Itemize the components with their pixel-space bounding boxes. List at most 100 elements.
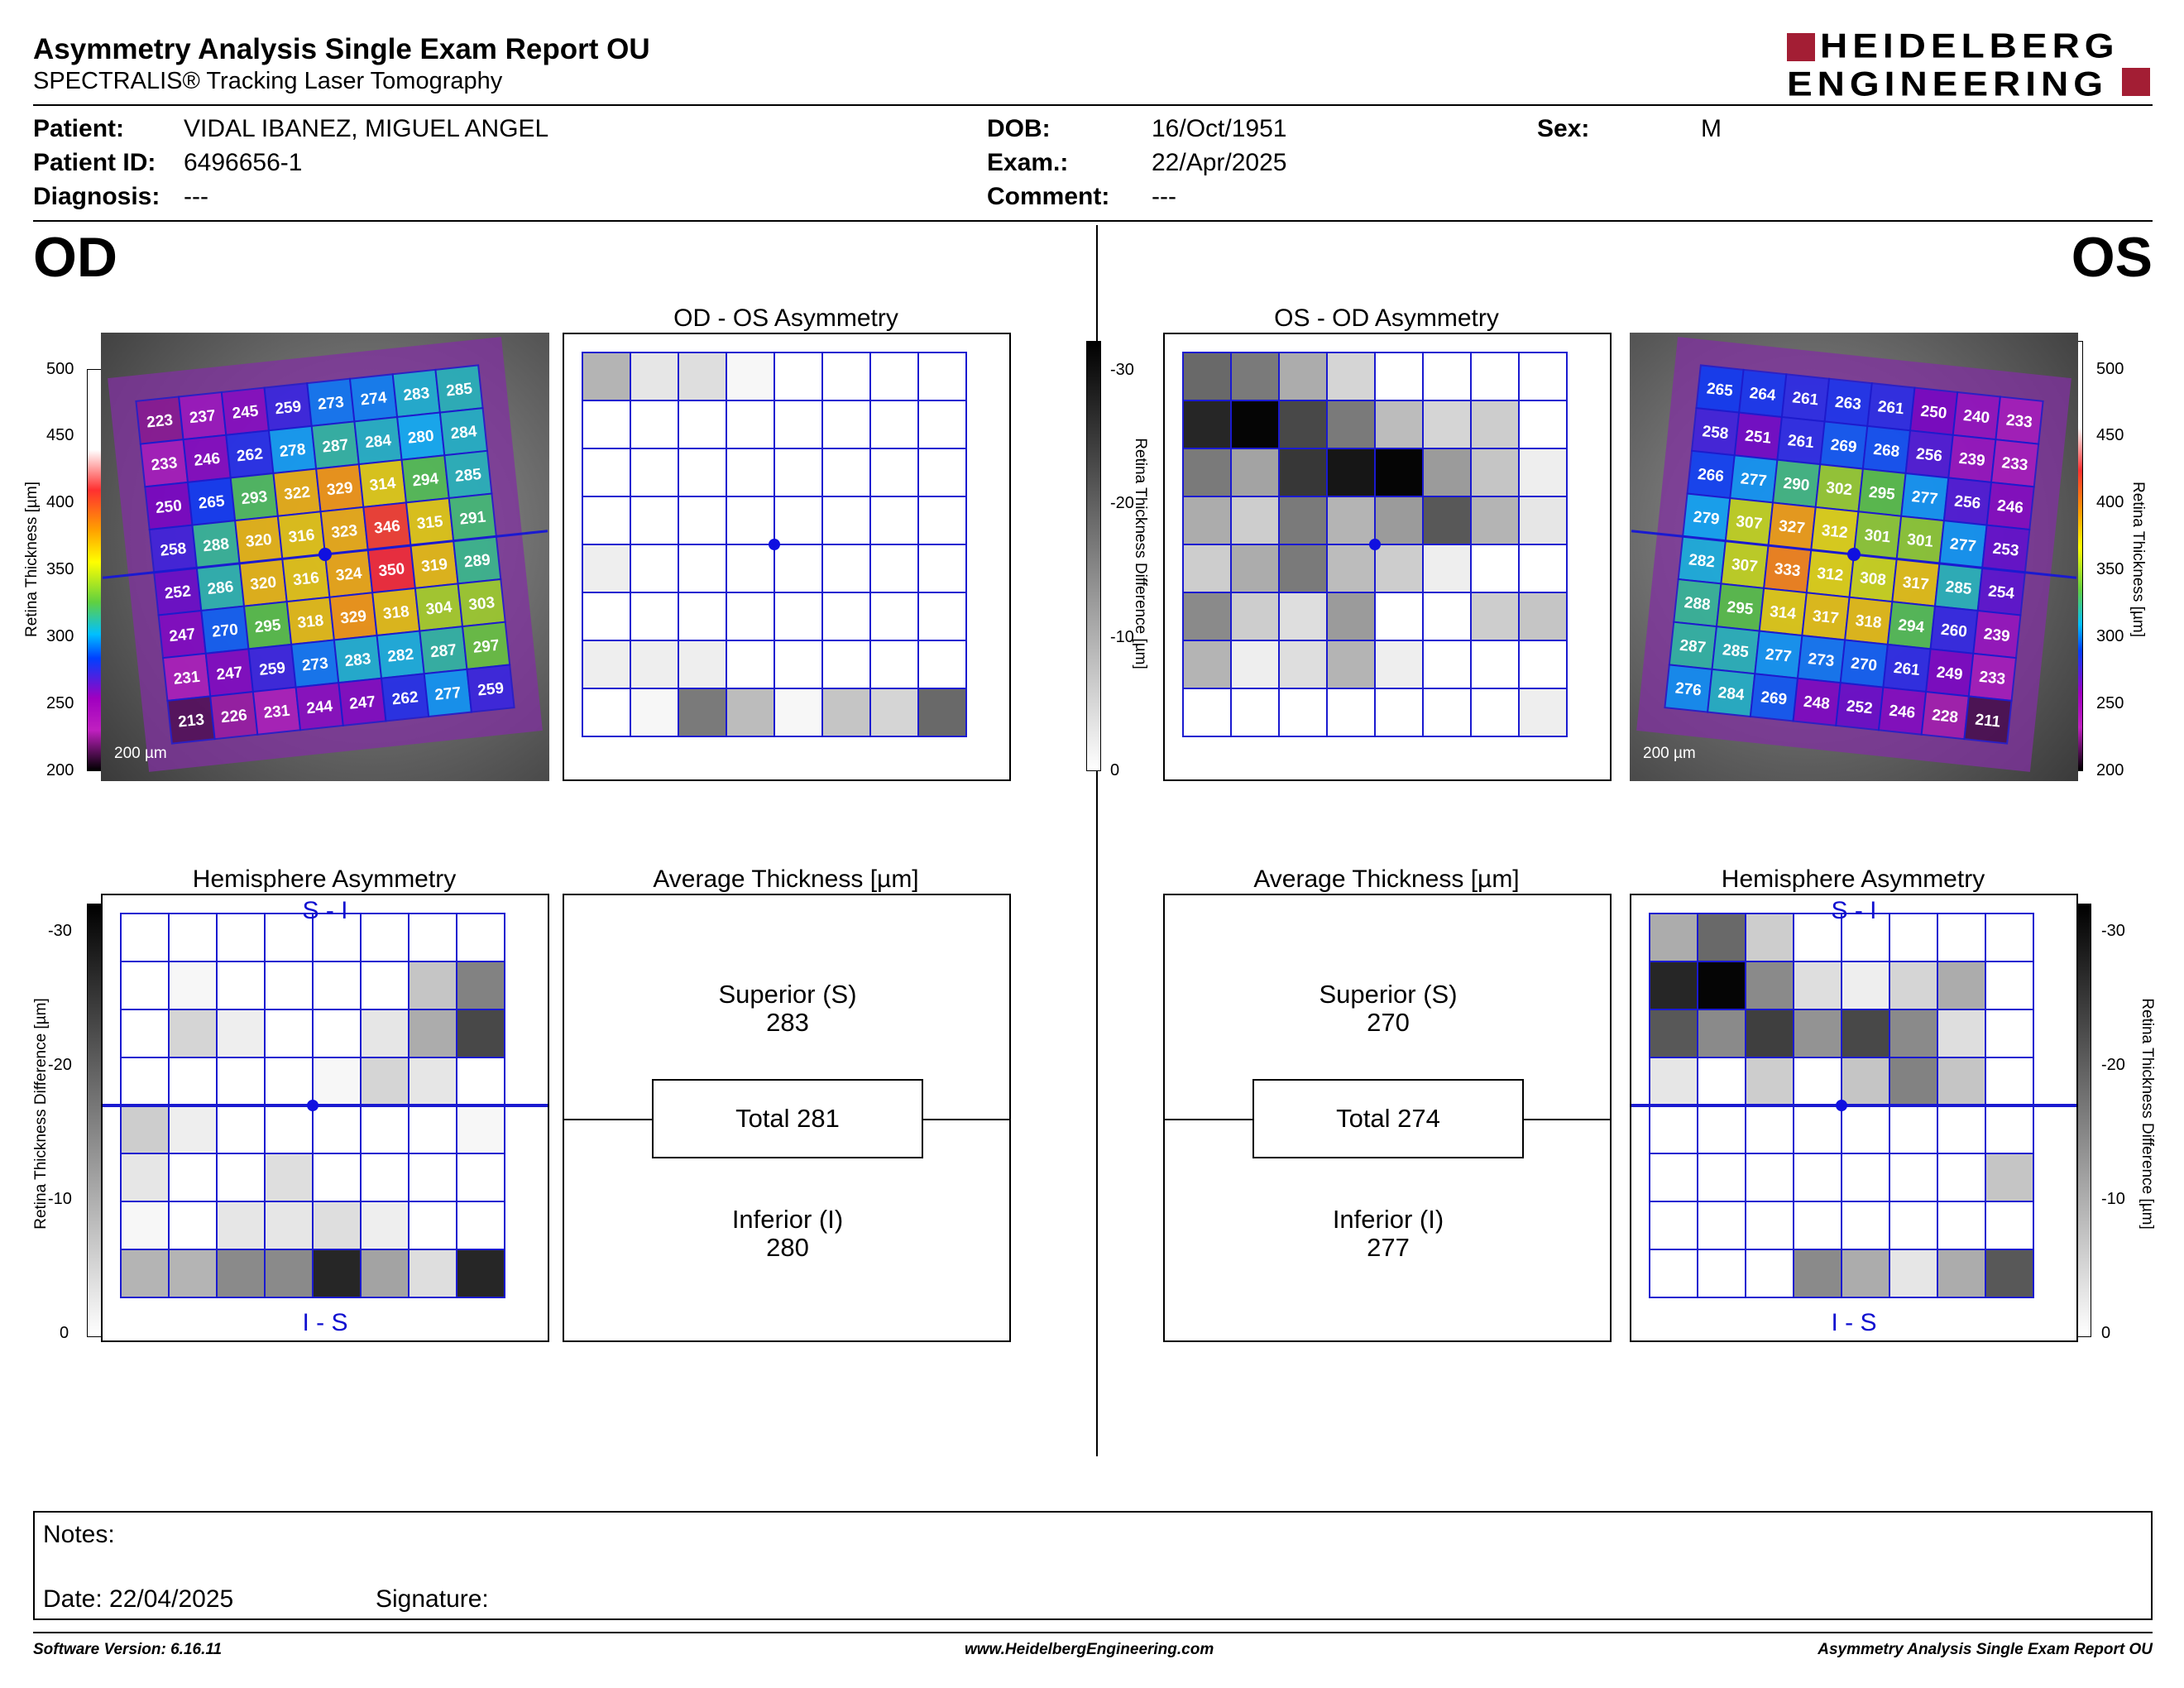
od-thickness-sector-value: 316 [288,526,316,546]
od-asymmetry-cell [630,496,679,545]
os-asymmetry-cell [1470,592,1520,641]
od-asymmetry-cell [774,400,823,449]
patient-id-label: Patient ID: [33,149,156,176]
od-asymmetry-cell [630,592,679,641]
os-hemisphere-cell [1841,1153,1890,1202]
od-asymmetry-cell [726,592,775,641]
od-thickness-sector-value: 258 [160,540,188,560]
od-hemisphere-cell [456,961,505,1010]
os-thickness-sector-value: 261 [1787,432,1815,452]
os-thickness-sector-value: 249 [1936,664,1964,683]
os-thickness-sector-value: 312 [1821,522,1849,542]
od-thickness-sector-value: 262 [236,445,264,465]
od-asymmetry-cell [582,448,631,497]
od-hemisphere-cell [216,1009,266,1058]
os-asymmetry-cell [1278,640,1328,689]
od-asymmetry-cell [821,496,871,545]
od-hemisphere-cell [168,1009,218,1058]
os-asymmetry-cell [1326,448,1376,497]
od-asymmetry-cell [726,352,775,401]
od-hemisphere-cell [456,913,505,962]
od-thickness-sector-value: 329 [339,607,367,627]
od-thickness-sector-value: 316 [292,569,320,589]
os-thickness-sector-value: 233 [2001,454,2029,474]
od-asymmetry-cell [678,544,727,593]
diagnosis-label: Diagnosis: [33,183,160,210]
od-thickness-sector-value: 287 [322,436,350,456]
od-thickness-sector-value: 319 [420,556,448,576]
od-thickness-sector-value: 297 [472,637,500,657]
od-hemisphere-cell [360,1105,410,1154]
os-inferior-label: Inferior (I) [1332,1205,1444,1234]
od-asymmetry-cell [917,544,967,593]
od-asymmetry-cell [726,496,775,545]
od-asymmetry-cell [678,592,727,641]
os-hemisphere-fovea-marker [1836,1100,1847,1111]
os-hemisphere-cell [1937,961,1986,1010]
od-asymmetry-cell [917,688,967,737]
od-hemisphere-cell [360,1153,410,1202]
os-thickness-sector-value: 301 [1906,531,1934,551]
os-thickness-sector-value: 312 [1816,565,1844,585]
os-thickness-sector-value: 256 [1915,445,1943,465]
os-hemisphere-cell [1649,1249,1698,1298]
os-od-asymmetry-panel [1163,333,1612,781]
os-thickness-sector-value: 294 [1897,616,1925,636]
os-thickness-sector-value: 287 [1679,637,1707,657]
os-thickness-sector-value: 302 [1825,479,1853,499]
od-hemisphere-cell [360,961,410,1010]
os-hemisphere-cell [1841,1009,1890,1058]
exam-date: 22/Apr/2025 [1152,149,1287,176]
patient-name: VIDAL IBANEZ, MIGUEL ANGEL [184,115,549,142]
od-hemisphere-cell [120,1201,170,1250]
os-asymmetry-cell [1326,592,1376,641]
os-asymmetry-cell [1326,496,1376,545]
os-asymmetry-cell [1422,640,1472,689]
os-thickness-sector-value: 277 [1765,646,1793,666]
os-thickness-sector-value: 261 [1877,398,1905,418]
os-asymmetry-cell [1182,352,1232,401]
od-asymmetry-cell [582,544,631,593]
od-thickness-sector-value: 291 [459,508,487,528]
os-hemisphere-cell [1697,913,1746,962]
od-thickness-sector-value: 289 [463,551,491,571]
od-thickness-sector-value: 247 [348,693,376,713]
od-hemisphere-cell [456,1201,505,1250]
od-asymmetry-cell [821,448,871,497]
os-hemisphere-cell [1985,1249,2034,1298]
website-link[interactable]: www.HeidelbergEngineering.com [965,1641,1214,1658]
od-hemisphere-cell [264,961,314,1010]
od-asymmetry-cell [582,496,631,545]
od-hemisphere-cell [168,913,218,962]
os-thickness-fovea-marker [1847,548,1861,561]
os-asymmetry-cell [1422,592,1472,641]
os-thickness-sector-value: 211 [1974,711,2001,731]
os-hemisphere-cell [1889,961,1938,1010]
od-hemisphere-cell [312,1057,362,1106]
od-asymmetry-cell [821,688,871,737]
od-label: OD [33,226,117,289]
os-hemisphere-cell [1937,1009,1986,1058]
report-title: Asymmetry Analysis Single Exam Report OU [33,33,650,65]
od-hemisphere-cell [456,1153,505,1202]
os-asymmetry-cell [1230,640,1280,689]
od-thickness-sector-value: 250 [155,497,183,517]
od-asymmetry-cell [917,496,967,545]
od-inferior-value: 280 [766,1233,809,1262]
os-hemisphere-cell [1745,1057,1794,1106]
os-hemisphere-cell [1985,1153,2034,1202]
od-thickness-sector-value: 265 [198,492,226,512]
os-asymmetry-cell [1182,688,1232,737]
os-thickness-sector-value: 307 [1735,513,1763,533]
od-asymmetry-cell [726,448,775,497]
notes-box[interactable]: Notes: Date: 22/04/2025 Signature: [33,1511,2153,1620]
os-asymmetry-cell [1374,640,1424,689]
os-asymmetry-cell [1278,544,1328,593]
os-hemisphere-cell [1745,1105,1794,1154]
os-asymmetry-cell [1518,640,1568,689]
os-asymmetry-cell [1326,640,1376,689]
od-asymmetry-cell [582,400,631,449]
od-thickness-sector-value: 346 [373,517,401,537]
os-hemisphere-cell [1841,1249,1890,1298]
os-asymmetry-cell [1230,448,1280,497]
